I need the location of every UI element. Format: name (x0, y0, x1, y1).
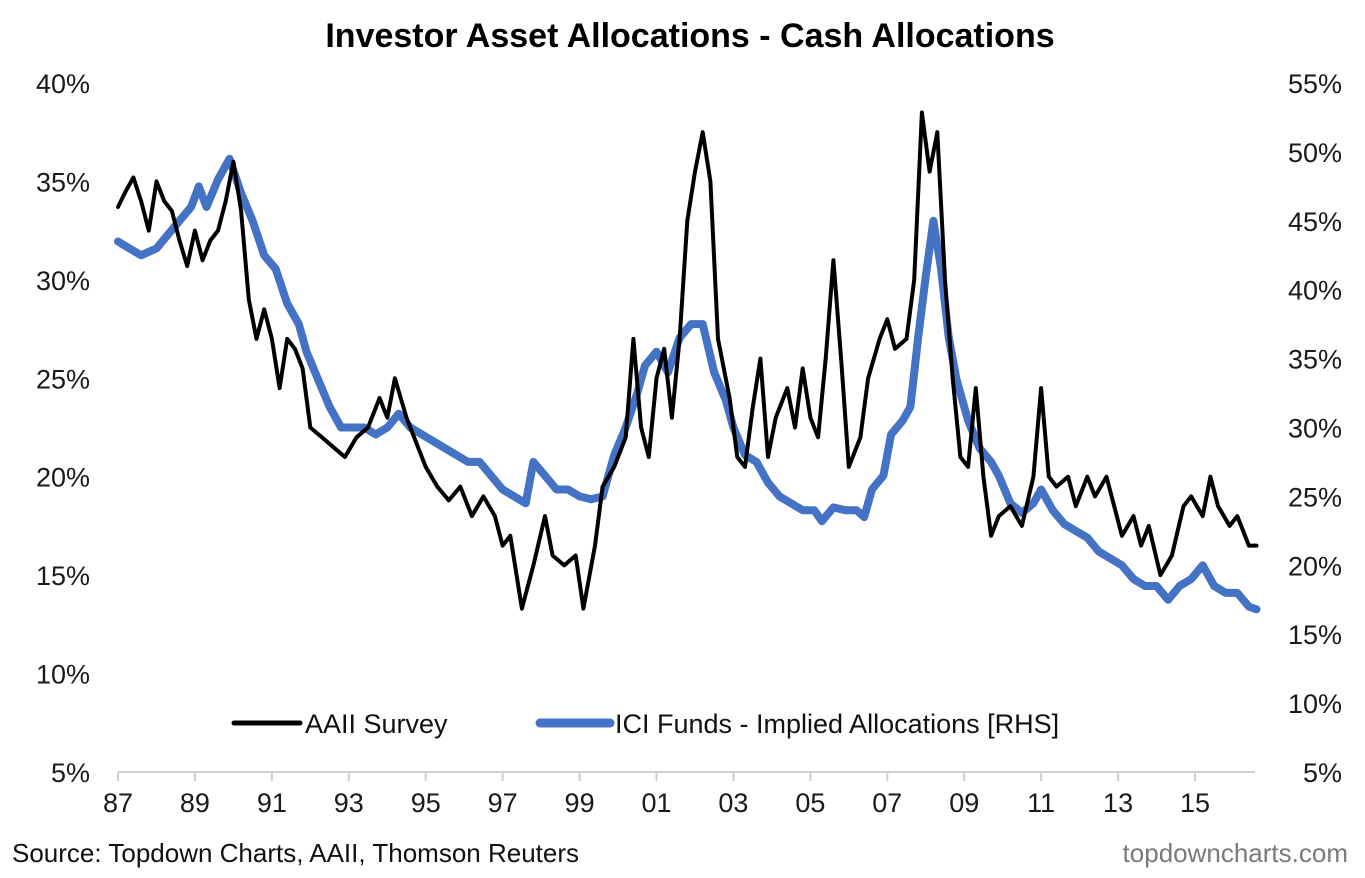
x-tick-label: 93 (334, 788, 364, 818)
left-tick-label: 10% (36, 660, 90, 690)
series-line-ici (114, 154, 1261, 614)
right-tick-label: 15% (1288, 620, 1342, 650)
right-tick-label: 5% (1303, 758, 1342, 788)
legend-label-aaii: AAII Survey (305, 709, 448, 739)
x-tick-label: 05 (795, 788, 825, 818)
x-tick-label: 03 (718, 788, 748, 818)
left-tick-label: 20% (36, 463, 90, 493)
series-group (114, 110, 1261, 614)
right-tick-label: 45% (1288, 207, 1342, 237)
left-tick-label: 40% (36, 69, 90, 99)
right-tick-label: 20% (1288, 551, 1342, 581)
right-tick-label: 25% (1288, 482, 1342, 512)
right-tick-label: 30% (1288, 414, 1342, 444)
right-tick-label: 10% (1288, 689, 1342, 719)
x-tick-label: 87 (103, 788, 133, 818)
right-tick-label: 55% (1288, 69, 1342, 99)
legend-label-ici: ICI Funds - Implied Allocations [RHS] (615, 709, 1059, 739)
right-tick-label: 50% (1288, 138, 1342, 168)
x-tick-label: 01 (641, 788, 671, 818)
x-tick-label: 11 (1027, 788, 1055, 818)
series-line-aaii (116, 110, 1259, 611)
legend: AAII Survey ICI Funds - Implied Allocati… (231, 709, 1059, 739)
right-tick-label: 40% (1288, 276, 1342, 306)
x-tick-label: 09 (949, 788, 979, 818)
left-tick-label: 30% (36, 266, 90, 296)
right-axis: 5% 10% 15% 20% 25% 30% 35% 40% 45% 50% 55% (1288, 69, 1342, 788)
x-tick-label: 07 (872, 788, 902, 818)
x-tick-label: 15 (1180, 788, 1210, 818)
left-tick-label: 5% (51, 758, 90, 788)
watermark: topdowncharts.com (1123, 838, 1348, 868)
x-tick-label: 97 (488, 788, 518, 818)
x-tick-label: 13 (1103, 788, 1133, 818)
left-tick-label: 25% (36, 364, 90, 394)
chart-title: Investor Asset Allocations - Cash Alloca… (325, 17, 1054, 55)
x-tick-label: 95 (411, 788, 441, 818)
x-tick-label: 91 (257, 788, 287, 818)
x-axis: 87 89 91 93 95 97 99 01 03 05 07 09 11 13 15 (103, 771, 1255, 818)
left-tick-label: 35% (36, 167, 90, 197)
left-tick-label: 15% (36, 561, 90, 591)
source-note: Source: Topdown Charts, AAII, Thomson Re… (12, 838, 579, 868)
right-tick-label: 35% (1288, 345, 1342, 375)
left-axis: 5% 10% 15% 20% 25% 30% 35% 40% (36, 69, 90, 788)
x-tick-label: 99 (565, 788, 595, 818)
x-tick-label: 89 (180, 788, 210, 818)
